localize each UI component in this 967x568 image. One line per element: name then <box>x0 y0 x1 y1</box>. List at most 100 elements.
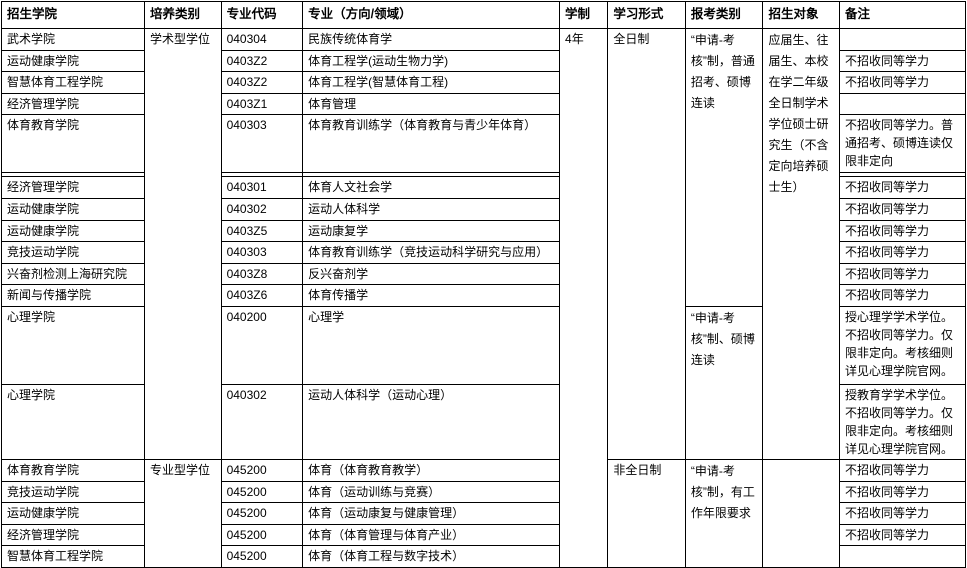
cell-remark: 不招收同等学力。普通招考、硕博连读仅限非定向 <box>839 114 966 174</box>
cell-degree-professional: 专业型学位 <box>144 458 222 568</box>
column-header-code: 专业代码 <box>220 1 304 29</box>
cell-remark: 不招收同等学力 <box>839 219 966 243</box>
cell-apptype-professional: “申请-考核”制，有工作年限要求 <box>684 458 764 568</box>
cell-college: 运动健康学院 <box>0 502 146 525</box>
cell-college: 运动健康学院 <box>0 197 146 221</box>
cell-remark: 授心理学学术学位。不招收同等学力。仅限非定向。考核细则详见心理学院官网。 <box>839 305 966 385</box>
cell-code: 0403Z5 <box>220 219 304 243</box>
column-header-form: 学习形式 <box>607 1 686 29</box>
cell-code: 045200 <box>220 458 304 482</box>
cell-target-professional <box>762 458 841 568</box>
cell-code: 040303 <box>220 241 304 264</box>
cell-major: 体育教育训练学（体育教育与青少年体育） <box>302 114 561 174</box>
cell-remark: 不招收同等学力 <box>839 176 966 199</box>
cell-remark: 不招收同等学力 <box>839 49 966 73</box>
cell-degree-academic: 学术型学位 <box>144 28 222 460</box>
cell-code: 040200 <box>220 305 304 385</box>
cell-college: 体育教育学院 <box>0 458 146 482</box>
cell-major: 体育（运动康复与健康管理） <box>302 502 561 525</box>
cell-code: 040304 <box>220 28 304 51</box>
cell-code: 0403Z8 <box>220 262 304 286</box>
column-header-remark: 备注 <box>839 1 966 29</box>
cell-college: 武术学院 <box>0 28 146 51</box>
cell-college: 经济管理学院 <box>0 523 146 547</box>
cell-remark: 不招收同等学力 <box>839 284 966 307</box>
cell-college: 运动健康学院 <box>0 219 146 243</box>
cell-major: 体育（体育教育教学） <box>302 458 561 482</box>
cell-code: 0403Z2 <box>220 49 304 73</box>
cell-major: 体育工程学(智慧体育工程) <box>302 71 561 94</box>
table-row: 竞技运动学院 040303 体育教育训练学（竞技运动科学研究与应用） 不招收同等… <box>0 241 966 264</box>
cell-code: 0403Z6 <box>220 284 304 307</box>
cell-remark <box>839 545 966 568</box>
cell-remark: 不招收同等学力 <box>839 458 966 482</box>
cell-code: 045200 <box>220 545 304 568</box>
cell-major: 体育工程学(运动生物力学) <box>302 49 561 73</box>
table-row: 心理学院 040302 运动人体科学（运动心理） 授教育学学术学位。不招收同等学… <box>0 383 966 460</box>
cell-major: 运动人体科学（运动心理） <box>302 383 561 460</box>
cell-college: 心理学院 <box>0 305 146 385</box>
cell-major: 心理学 <box>302 305 561 385</box>
cell-college: 竞技运动学院 <box>0 480 146 504</box>
cell-remark <box>839 28 966 51</box>
cell-remark: 不招收同等学力 <box>839 523 966 547</box>
column-header-years: 学制 <box>559 1 609 29</box>
cell-remark: 不招收同等学力 <box>839 262 966 286</box>
cell-major: 反兴奋剂学 <box>302 262 561 286</box>
cell-major: 体育教育训练学（竞技运动科学研究与应用） <box>302 241 561 264</box>
cell-remark <box>839 172 966 178</box>
table-row: 运动健康学院 0403Z5 运动康复学 不招收同等学力 <box>0 219 966 243</box>
cell-major: 体育（体育管理与体育产业） <box>302 523 561 547</box>
cell-remark: 不招收同等学力 <box>839 71 966 94</box>
column-header-major: 专业（方向/领域） <box>302 1 561 29</box>
cell-major: 体育传播学 <box>302 284 561 307</box>
cell-code: 045200 <box>220 502 304 525</box>
cell-college <box>0 172 146 178</box>
cell-major: 运动人体科学 <box>302 197 561 221</box>
cell-code: 040302 <box>220 383 304 460</box>
cell-college: 经济管理学院 <box>0 176 146 199</box>
cell-code: 0403Z2 <box>220 71 304 94</box>
cell-college: 智慧体育工程学院 <box>0 545 146 568</box>
table-row: 运动健康学院 040302 运动人体科学 不招收同等学力 <box>0 197 966 221</box>
cell-code: 040303 <box>220 114 304 174</box>
cell-college: 智慧体育工程学院 <box>0 71 146 94</box>
cell-college: 心理学院 <box>0 383 146 460</box>
cell-major: 体育人文社会学 <box>302 176 561 199</box>
cell-remark: 不招收同等学力 <box>839 241 966 264</box>
cell-major: 体育（运动训练与竞赛） <box>302 480 561 504</box>
cell-code: 045200 <box>220 480 304 504</box>
cell-college: 兴奋剂检测上海研究院 <box>0 262 146 286</box>
table-header-row: 招生学院 培养类别 专业代码 专业（方向/领域） 学制 学习形式 报考类别 招生… <box>0 1 966 29</box>
table-row: 新闻与传播学院 0403Z6 体育传播学 不招收同等学力 <box>0 284 966 307</box>
cell-college: 运动健康学院 <box>0 49 146 73</box>
cell-major: 运动康复学 <box>302 219 561 243</box>
column-header-degree: 培养类别 <box>144 1 222 29</box>
cell-form-parttime: 非全日制 <box>607 458 686 568</box>
column-header-college: 招生学院 <box>0 1 146 29</box>
cell-major: 体育（体育工程与数字技术） <box>302 545 561 568</box>
cell-major: 民族传统体育学 <box>302 28 561 51</box>
cell-major <box>302 172 561 178</box>
cell-years: 4年 <box>559 28 609 568</box>
cell-college: 经济管理学院 <box>0 92 146 116</box>
cell-form-fulltime: 全日制 <box>607 28 686 460</box>
cell-remark: 不招收同等学力 <box>839 502 966 525</box>
cell-college: 体育教育学院 <box>0 114 146 174</box>
cell-remark: 授教育学学术学位。不招收同等学力。仅限非定向。考核细则详见心理学院官网。 <box>839 383 966 460</box>
table-row: 经济管理学院 0403Z1 体育管理 <box>0 92 966 116</box>
cell-code: 040301 <box>220 176 304 199</box>
cell-remark <box>839 92 966 116</box>
table-row: 体育教育学院 040303 体育教育训练学（体育教育与青少年体育） 不招收同等学… <box>0 114 966 174</box>
cell-apptype-psych: “申请-考核”制、硕博连读 <box>684 305 764 460</box>
cell-remark: 不招收同等学力 <box>839 480 966 504</box>
cell-code: 0403Z1 <box>220 92 304 116</box>
cell-remark: 不招收同等学力 <box>839 197 966 221</box>
table-row: 运动健康学院 045200 体育（运动康复与健康管理） 不招收同等学力 <box>0 502 966 525</box>
table-row <box>0 172 966 178</box>
cell-college: 竞技运动学院 <box>0 241 146 264</box>
table-row: 体育教育学院 专业型学位 045200 体育（体育教育教学） 非全日制 “申请-… <box>0 458 966 568</box>
cell-apptype-academic: “申请-考核”制，普通招考、硕博连读 <box>684 28 764 307</box>
cell-college: 新闻与传播学院 <box>0 284 146 307</box>
